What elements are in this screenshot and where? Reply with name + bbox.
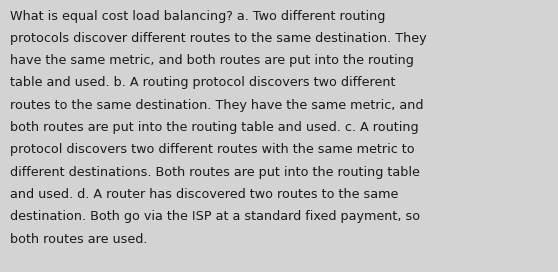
Text: and used. d. A router has discovered two routes to the same: and used. d. A router has discovered two… bbox=[10, 188, 398, 201]
Text: both routes are used.: both routes are used. bbox=[10, 233, 147, 246]
Text: destination. Both go via the ISP at a standard fixed payment, so: destination. Both go via the ISP at a st… bbox=[10, 210, 420, 223]
Text: both routes are put into the routing table and used. c. A routing: both routes are put into the routing tab… bbox=[10, 121, 418, 134]
Text: What is equal cost load balancing? a. Two different routing: What is equal cost load balancing? a. Tw… bbox=[10, 10, 386, 23]
Text: table and used. b. A routing protocol discovers two different: table and used. b. A routing protocol di… bbox=[10, 76, 396, 89]
Text: have the same metric, and both routes are put into the routing: have the same metric, and both routes ar… bbox=[10, 54, 414, 67]
Text: protocols discover different routes to the same destination. They: protocols discover different routes to t… bbox=[10, 32, 427, 45]
Text: protocol discovers two different routes with the same metric to: protocol discovers two different routes … bbox=[10, 143, 415, 156]
Text: routes to the same destination. They have the same metric, and: routes to the same destination. They hav… bbox=[10, 99, 424, 112]
Text: different destinations. Both routes are put into the routing table: different destinations. Both routes are … bbox=[10, 166, 420, 179]
